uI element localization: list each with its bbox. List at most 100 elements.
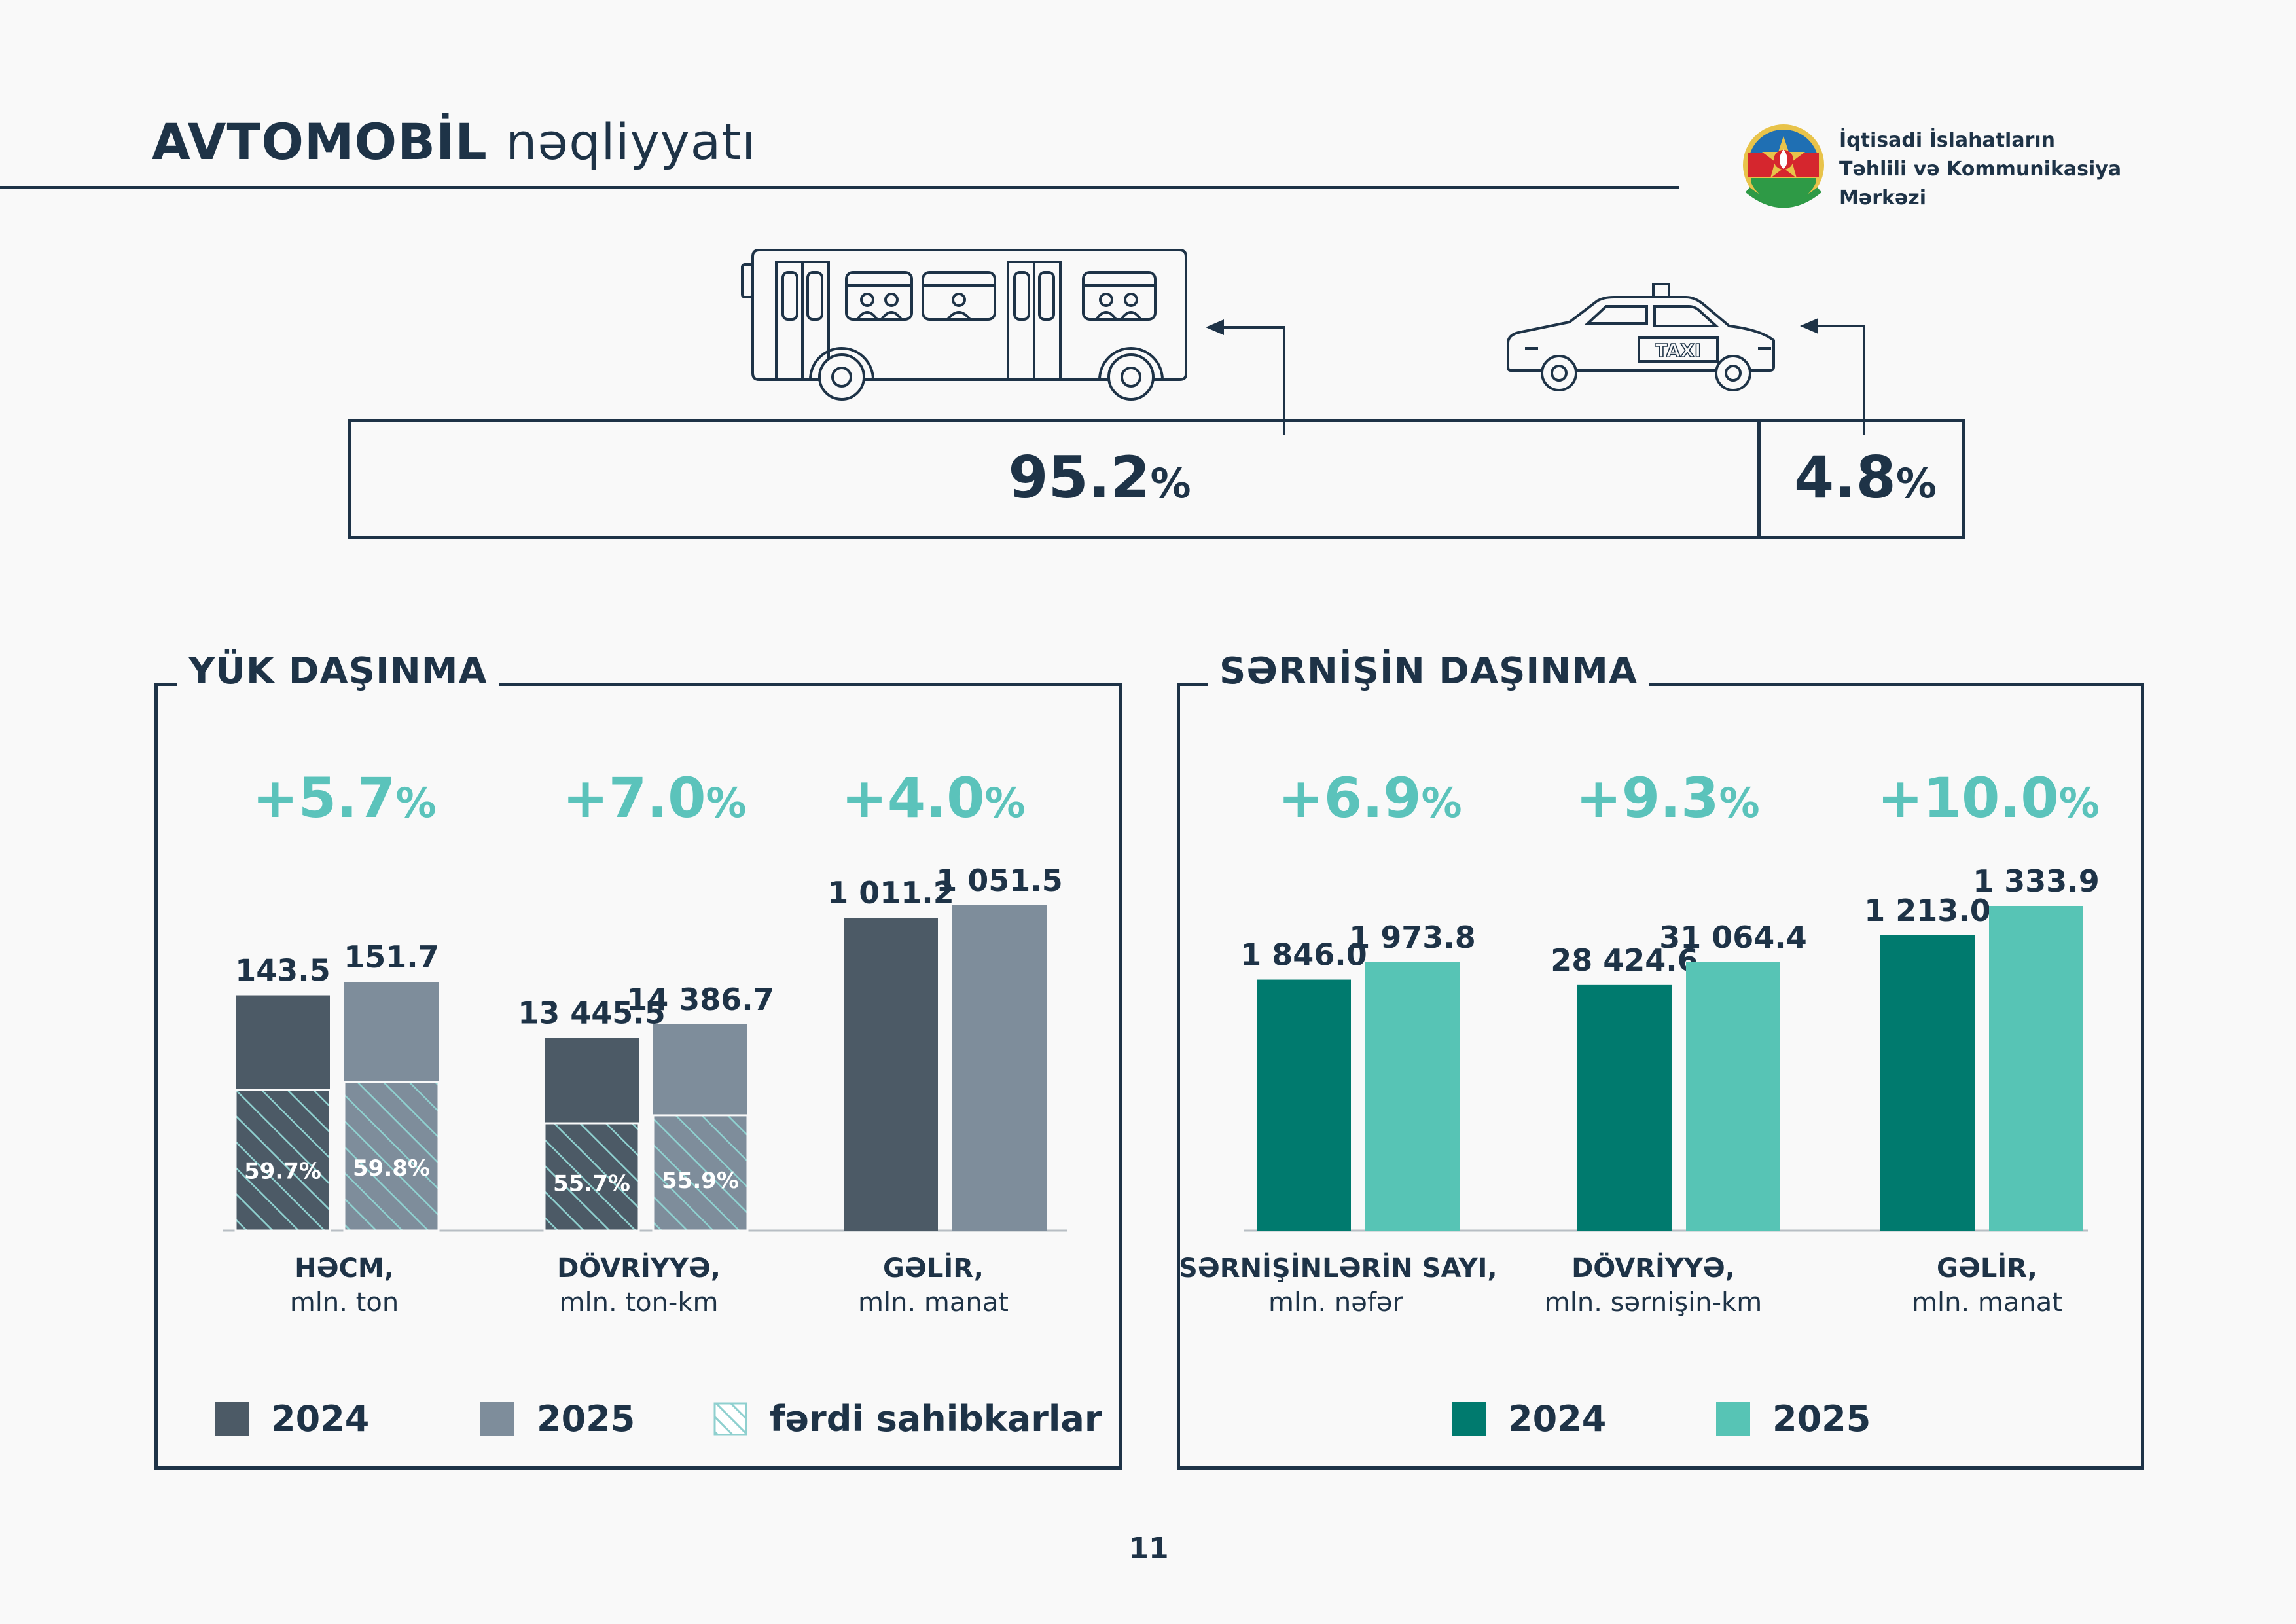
passenger-growth-count-unit: % — [1421, 779, 1462, 827]
passenger-bar-1-2025 — [1686, 962, 1780, 1231]
cargo-chart: 59.7% 143.5 59.8% 151.7 55.7% 13 445.5 55.9% 14… — [223, 863, 1067, 1232]
passenger-growth-turnover: +9.3% — [1556, 766, 1779, 830]
state-emblem-icon — [1743, 124, 1824, 208]
passenger-legend-2025: 2025 — [1716, 1398, 1871, 1439]
org-name-line-2: Təhlili və Kommunikasiya — [1839, 158, 2122, 181]
cargo-legend-individual-swatch — [713, 1402, 747, 1435]
taxi-icon: TAXI — [1507, 283, 1775, 391]
passenger-legend-2025-label: 2025 — [1772, 1398, 1871, 1439]
passenger-bar-2-2024 — [1880, 935, 1975, 1231]
share-arrows — [1206, 318, 1865, 435]
taxi-share-number: 4.8 — [1793, 444, 1896, 511]
passenger-growth-count: +6.9% — [1259, 766, 1481, 830]
passenger-category-count-name: SƏRNİŞİNLƏRİN SAYI, — [1179, 1254, 1498, 1284]
passenger-category-count-unit: mln. nəfər — [1268, 1288, 1403, 1318]
cargo-individual-label-1-2025: 55.9% — [662, 1168, 739, 1194]
cargo-individual-segment-0-2024 — [234, 1089, 331, 1232]
passenger-bar-0-2024 — [1257, 979, 1351, 1231]
passenger-legend-2024: 2024 — [1452, 1398, 1606, 1439]
passenger-panel-title: SƏRNİŞİN DAŞINMA — [1208, 650, 1650, 693]
passenger-value-label-0-2025: 1 973.8 — [1349, 920, 1476, 955]
passenger-category-turnover: DÖVRİYYƏ, mln. sərnişin-km — [1509, 1252, 1797, 1320]
cargo-bar-2-2024 — [844, 918, 938, 1231]
passenger-category-revenue-unit: mln. manat — [1912, 1288, 2062, 1318]
page-title-bold: AVTOMOBİL — [152, 113, 488, 171]
passenger-panel — [1177, 683, 2144, 1470]
bus-share-value: 95.2% — [949, 444, 1250, 511]
passenger-growth-revenue-value: +10.0 — [1877, 766, 2059, 830]
passenger-category-count: SƏRNİŞİNLƏRİN SAYI, mln. nəfər — [1179, 1252, 1498, 1320]
passenger-value-label-2-2025: 1 333.9 — [1973, 863, 2100, 899]
passenger-growth-turnover-value: +9.3 — [1575, 766, 1719, 830]
cargo-individual-segment-1-2024 — [543, 1122, 640, 1232]
bus-share-number: 95.2 — [1008, 444, 1151, 511]
org-name-line-3: Mərkəzi — [1839, 187, 1927, 209]
passenger-bar-1-2024 — [1577, 984, 1672, 1231]
cargo-category-revenue-name: GƏLİR, — [883, 1254, 984, 1284]
passenger-value-label-1-2024: 28 424.6 — [1551, 943, 1698, 978]
passenger-value-label-0-2024: 1 846.0 — [1240, 937, 1367, 973]
cargo-individual-label-0-2024: 59.7% — [244, 1159, 321, 1185]
cargo-category-volume-unit: mln. ton — [289, 1288, 399, 1318]
passenger-growth-turnover-unit: % — [1719, 779, 1760, 827]
cargo-individual-label-1-2024: 55.7% — [553, 1170, 630, 1197]
cargo-panel-title: YÜK DAŞINMA — [177, 650, 499, 693]
taxi-arrow-head — [1800, 318, 1818, 334]
passenger-chart: 1 846.01 973.8 28 424.631 064.4 1 213.01 3… — [1240, 863, 2100, 1232]
passenger-legend-2024-label: 2024 — [1508, 1398, 1607, 1439]
cargo-legend-individual: fərdi sahibkarlar — [713, 1398, 1102, 1439]
transport-share-bar — [348, 419, 1965, 539]
cargo-value-label-2-2025: 1 051.5 — [936, 863, 1063, 898]
cargo-growth-volume: +5.7% — [233, 766, 456, 830]
title-divider — [0, 186, 1679, 189]
cargo-category-volume-name: HƏCM, — [295, 1254, 394, 1284]
cargo-legend-2024: 2024 — [215, 1398, 369, 1439]
cargo-value-label-1-2024: 13 445.5 — [518, 996, 666, 1031]
cargo-value-label-0-2024: 143.5 — [235, 953, 331, 988]
passenger-bar-2-2025 — [1989, 906, 2083, 1231]
cargo-category-turnover: DÖVRİYYƏ, mln. ton-km — [495, 1252, 783, 1320]
taxi-share-value: 4.8% — [1770, 444, 1960, 511]
cargo-bar-2-2025 — [952, 905, 1047, 1231]
cargo-value-label-2-2024: 1 011.2 — [827, 875, 954, 911]
bus-icon — [741, 249, 1187, 401]
passenger-bar-0-2025 — [1365, 962, 1460, 1231]
cargo-value-label-1-2025: 14 386.7 — [626, 982, 774, 1017]
cargo-growth-revenue-unit: % — [984, 779, 1026, 827]
passenger-category-revenue-name: GƏLİR, — [1937, 1254, 2037, 1284]
cargo-growth-turnover: +7.0% — [543, 766, 766, 830]
passenger-growth-count-value: +6.9 — [1278, 766, 1422, 830]
taxi-arrow — [1813, 325, 1865, 435]
cargo-category-revenue: GƏLİR, mln. manat — [789, 1252, 1077, 1320]
taxi-share-unit: % — [1895, 460, 1937, 507]
passenger-category-turnover-unit: mln. sərnişin-km — [1544, 1288, 1763, 1318]
cargo-legend-2025-swatch — [480, 1401, 514, 1436]
cargo-growth-turnover-unit: % — [706, 779, 747, 827]
cargo-legend-individual-label: fərdi sahibkarlar — [770, 1398, 1102, 1439]
organization-name: İqtisadi İslahatların Təhlili və Kommuni… — [1839, 126, 2121, 213]
cargo-legend-2024-label: 2024 — [271, 1398, 370, 1439]
cargo-growth-revenue: +4.0% — [822, 766, 1045, 830]
cargo-individual-segment-1-2025 — [652, 1114, 749, 1232]
passenger-growth-revenue-unit: % — [2058, 779, 2100, 827]
cargo-growth-volume-value: +5.7 — [252, 766, 396, 830]
page-number: 11 — [1128, 1532, 1169, 1565]
passenger-category-revenue: GƏLİR, mln. manat — [1843, 1252, 2131, 1320]
cargo-individual-label-0-2025: 59.8% — [353, 1155, 430, 1182]
cargo-category-turnover-unit: mln. ton-km — [559, 1288, 719, 1318]
passenger-legend-2024-swatch — [1452, 1401, 1486, 1436]
taxi-sign-text: TAXI — [1655, 340, 1702, 361]
bus-arrow — [1219, 326, 1285, 435]
cargo-legend-2025-label: 2025 — [537, 1398, 636, 1439]
page-title: AVTOMOBİL nəqliyyatı — [152, 113, 756, 171]
share-bar-divider — [1757, 419, 1761, 539]
cargo-legend-2024-swatch — [215, 1401, 249, 1436]
bus-arrow-head — [1206, 319, 1224, 335]
cargo-growth-revenue-value: +4.0 — [841, 766, 985, 830]
org-name-line-1: İqtisadi İslahatların — [1839, 129, 2056, 152]
page-title-light: nəqliyyatı — [505, 113, 757, 171]
cargo-category-turnover-name: DÖVRİYYƏ, — [557, 1254, 721, 1284]
cargo-growth-volume-unit: % — [395, 779, 437, 827]
cargo-individual-segment-0-2025 — [343, 1081, 440, 1232]
bus-share-unit: % — [1150, 460, 1191, 507]
